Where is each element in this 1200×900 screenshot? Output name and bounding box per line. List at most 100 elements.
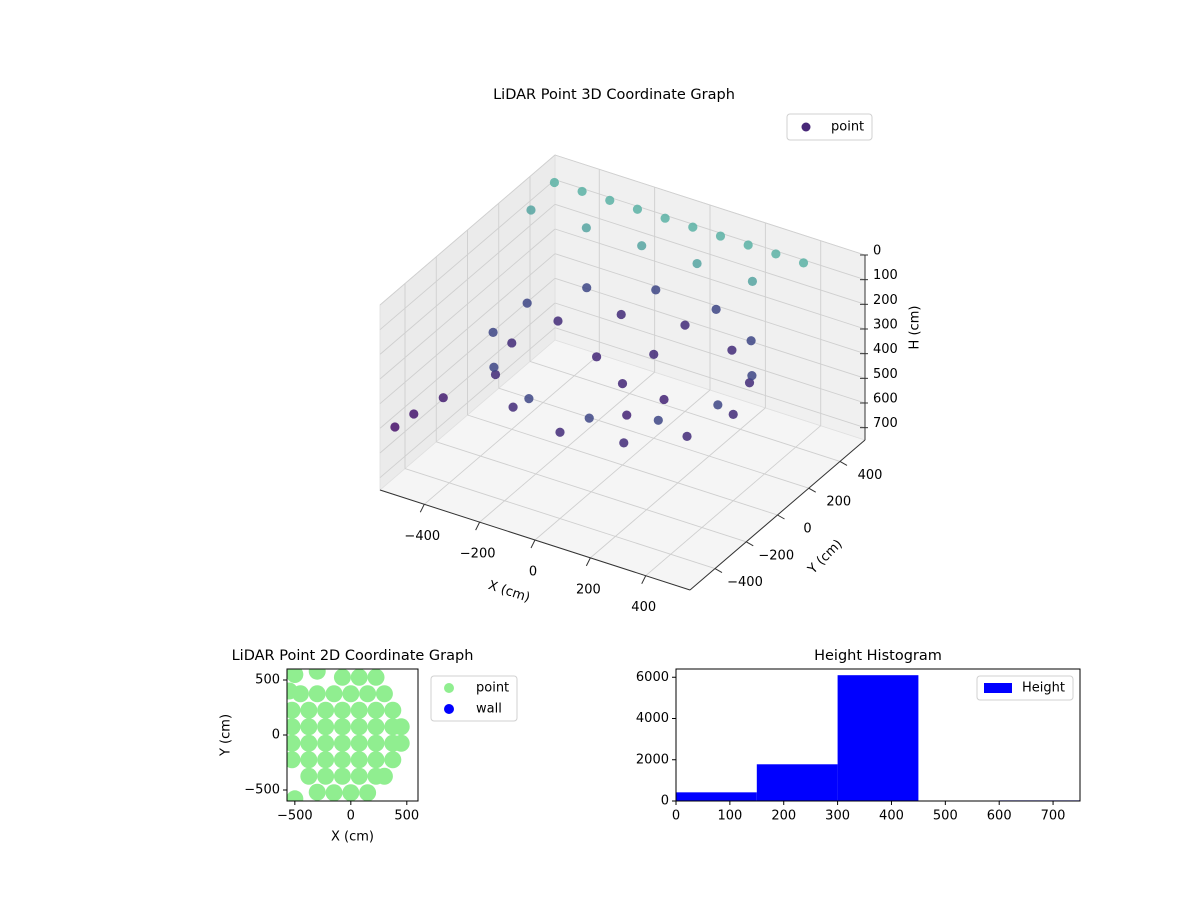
legend-label: Height <box>1022 681 1065 696</box>
x-tick-label: −500 <box>277 809 313 824</box>
x-tick-label: 400 <box>879 809 904 824</box>
point <box>317 767 335 785</box>
x-axis-line <box>379 489 691 591</box>
point <box>367 701 385 719</box>
grid-line <box>467 414 778 516</box>
point <box>651 285 661 295</box>
point <box>287 734 301 752</box>
grid-line <box>554 179 866 281</box>
point <box>287 669 304 683</box>
z-tick-label: 700 <box>873 416 898 431</box>
point <box>637 241 647 251</box>
y-tick <box>777 514 785 520</box>
x-tick-label: 400 <box>631 600 656 615</box>
x-tick-label: 500 <box>933 809 958 824</box>
point <box>584 413 594 423</box>
point <box>308 685 326 703</box>
point <box>367 751 385 769</box>
point <box>688 222 698 232</box>
point <box>526 205 536 215</box>
point <box>300 701 318 719</box>
bar <box>837 675 919 801</box>
x-tick-label: 0 <box>529 565 537 580</box>
z-axis-label: H (cm) <box>908 306 923 350</box>
x-tick-label: 700 <box>1041 809 1066 824</box>
y-tick <box>714 568 723 574</box>
grid-line <box>554 327 866 429</box>
z-tick-label: 0 <box>873 244 881 259</box>
point <box>715 231 726 241</box>
x-tick-label: 100 <box>717 809 742 824</box>
point <box>350 718 368 736</box>
y-tick-label: 200 <box>826 495 851 510</box>
point <box>713 400 723 410</box>
point <box>375 767 393 785</box>
bar <box>676 792 757 801</box>
x-tick <box>419 504 425 513</box>
point <box>747 371 757 381</box>
point <box>333 751 351 769</box>
point <box>359 784 377 801</box>
point <box>300 751 318 769</box>
grid-line <box>379 228 556 380</box>
grid-line <box>436 441 747 543</box>
point <box>746 336 756 346</box>
point <box>438 393 448 403</box>
point <box>287 682 298 700</box>
chart-3d: −400 −200 0 200 400 −400 −200 0 200 400 0 100 200 300… <box>379 87 923 615</box>
chart-2d: −500 0 500 −500 0 500 LiDAR Point 2D Coordinat… <box>219 648 518 845</box>
point <box>581 223 591 233</box>
grid-line <box>404 468 716 569</box>
chart-title: Height Histogram <box>814 648 942 664</box>
y-tick <box>746 541 754 547</box>
z-tick-label: 500 <box>873 367 898 382</box>
axes-frame <box>675 668 1081 802</box>
y-tick <box>839 460 848 466</box>
y-tick-label: 500 <box>255 673 280 688</box>
grid-line <box>554 277 866 379</box>
x-tick <box>585 557 591 567</box>
point <box>582 283 592 293</box>
point <box>522 298 532 308</box>
x-tick-label: 0 <box>672 809 680 824</box>
point <box>508 402 518 412</box>
y-tick-label: 0 <box>272 728 280 743</box>
point <box>367 734 385 752</box>
y-tick-label: 4000 <box>636 711 669 726</box>
point <box>350 734 368 752</box>
point <box>680 320 690 330</box>
point <box>287 701 301 719</box>
axes-frame <box>286 668 419 802</box>
point <box>308 783 326 801</box>
point <box>350 669 368 686</box>
point <box>592 352 602 362</box>
point <box>660 213 670 223</box>
legend-label: point <box>831 120 864 135</box>
x-tick-label: 200 <box>771 809 796 824</box>
grid-line <box>554 154 866 256</box>
point <box>333 734 351 752</box>
point <box>409 409 419 419</box>
y-tick <box>808 487 816 493</box>
y-tick-label: −200 <box>758 548 794 563</box>
legend-label: point <box>476 681 509 696</box>
point <box>317 701 335 719</box>
y-tick-label: 0 <box>661 794 669 809</box>
point <box>490 369 501 380</box>
legend-marker <box>444 683 454 693</box>
point <box>308 669 326 680</box>
point <box>392 718 410 736</box>
point <box>743 240 753 250</box>
y-tick-label: 0 <box>803 522 811 537</box>
point <box>350 767 368 785</box>
point <box>711 304 721 314</box>
point <box>317 751 335 769</box>
grid-line <box>379 154 556 306</box>
grid-line <box>554 302 866 404</box>
point <box>605 195 615 205</box>
point <box>555 427 565 437</box>
point <box>350 751 368 769</box>
grid-line <box>379 302 556 454</box>
point <box>649 349 659 359</box>
point <box>384 751 402 769</box>
